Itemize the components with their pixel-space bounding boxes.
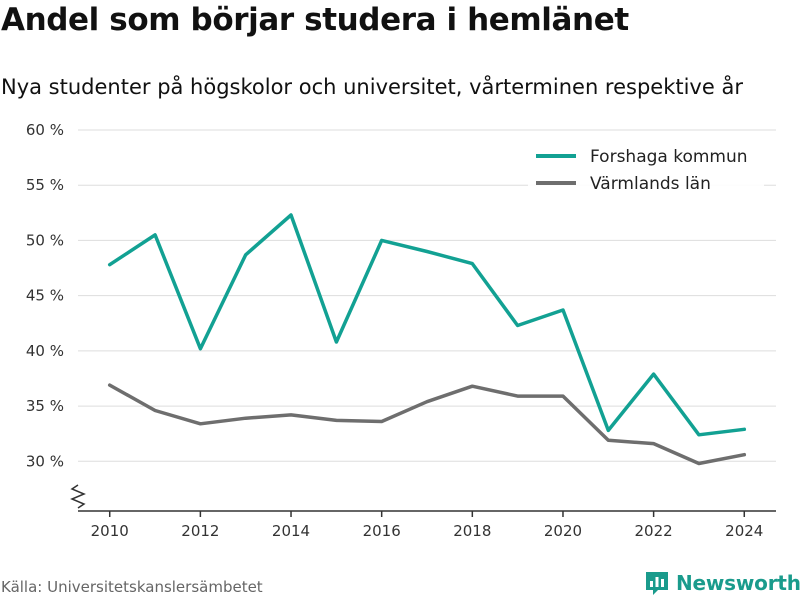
x-tick-label: 2024 xyxy=(725,522,763,540)
y-axis-break-icon xyxy=(70,484,86,509)
y-tick-label: 55 % xyxy=(26,176,64,194)
brand-name: Newsworthy xyxy=(676,571,800,595)
x-tick-label: 2014 xyxy=(272,522,310,540)
y-tick-label: 40 % xyxy=(26,342,64,360)
x-tick-label: 2016 xyxy=(363,522,401,540)
legend-label: Värmlands län xyxy=(590,174,711,194)
source-note: Källa: Universitetskanslersämbetet xyxy=(1,578,263,596)
y-tick-label: 60 % xyxy=(26,121,64,139)
y-tick-label: 35 % xyxy=(26,397,64,415)
series-line xyxy=(107,213,747,437)
chart-subtitle: Nya studenter på högskolor och universit… xyxy=(1,75,743,99)
brand-logo: Newsworthy xyxy=(644,570,800,596)
y-tick-label: 45 % xyxy=(26,287,64,305)
chart-title: Andel som börjar studera i hemlänet xyxy=(1,2,629,38)
x-tick-label: 2020 xyxy=(544,522,582,540)
series-line xyxy=(107,383,747,466)
x-tick-label: 2018 xyxy=(453,522,491,540)
y-tick-label: 50 % xyxy=(26,231,64,249)
legend-background xyxy=(528,142,764,196)
x-tick-label: 2022 xyxy=(635,522,673,540)
legend-label: Forshaga kommun xyxy=(590,147,748,167)
x-tick-label: 2012 xyxy=(181,522,219,540)
x-tick-label: 2010 xyxy=(91,522,129,540)
newsworthy-logo-icon xyxy=(646,572,668,595)
y-tick-label: 30 % xyxy=(26,452,64,470)
